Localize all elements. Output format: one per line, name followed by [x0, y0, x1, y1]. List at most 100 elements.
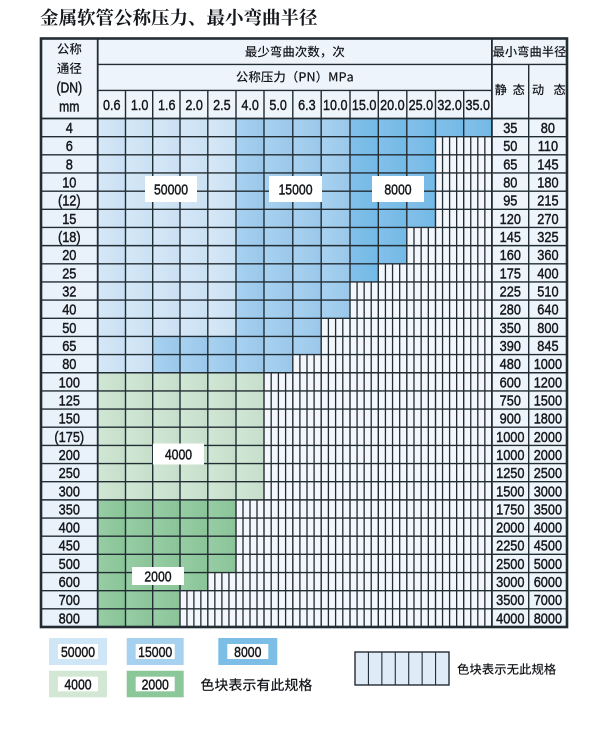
svg-text:2.0: 2.0 [185, 96, 203, 113]
svg-text:65: 65 [503, 155, 517, 172]
svg-text:(12): (12) [58, 192, 81, 209]
svg-text:8: 8 [66, 155, 73, 172]
svg-text:845: 845 [537, 337, 558, 354]
svg-text:25.0: 25.0 [409, 96, 434, 113]
svg-text:1000: 1000 [534, 355, 563, 372]
svg-text:4000: 4000 [64, 676, 91, 692]
svg-text:8000: 8000 [384, 181, 411, 197]
svg-text:640: 640 [537, 301, 558, 318]
svg-text:4000: 4000 [534, 519, 563, 536]
svg-text:6000: 6000 [534, 573, 563, 590]
svg-text:1500: 1500 [496, 482, 525, 499]
svg-text:4.0: 4.0 [241, 96, 259, 113]
svg-text:750: 750 [500, 391, 521, 408]
svg-text:250: 250 [59, 464, 80, 481]
svg-text:15: 15 [62, 210, 76, 227]
svg-text:600: 600 [500, 373, 521, 390]
svg-text:5.0: 5.0 [269, 96, 287, 113]
svg-text:32.0: 32.0 [437, 96, 462, 113]
svg-text:120: 120 [500, 210, 521, 227]
svg-text:125: 125 [59, 391, 80, 408]
svg-text:50000: 50000 [61, 644, 95, 660]
svg-text:3500: 3500 [496, 591, 525, 608]
svg-text:400: 400 [59, 519, 80, 536]
svg-text:15000: 15000 [138, 644, 172, 660]
svg-text:350: 350 [500, 319, 521, 336]
svg-text:35: 35 [503, 119, 517, 136]
svg-text:(18): (18) [58, 228, 81, 245]
svg-text:1750: 1750 [496, 500, 525, 517]
svg-text:390: 390 [500, 337, 521, 354]
svg-text:20.0: 20.0 [380, 96, 405, 113]
svg-text:1250: 1250 [496, 464, 525, 481]
svg-text:50000: 50000 [154, 181, 188, 197]
svg-text:180: 180 [537, 173, 558, 190]
svg-text:110: 110 [538, 137, 559, 154]
svg-text:145: 145 [537, 155, 558, 172]
svg-text:6: 6 [66, 137, 73, 154]
svg-text:50: 50 [503, 137, 517, 154]
svg-text:215: 215 [537, 192, 558, 209]
svg-text:(175): (175) [54, 428, 84, 445]
svg-text:700: 700 [59, 591, 80, 608]
svg-text:500: 500 [59, 555, 80, 572]
svg-text:5000: 5000 [534, 555, 563, 572]
svg-text:800: 800 [59, 609, 80, 626]
svg-text:2000: 2000 [534, 428, 563, 445]
svg-text:4000: 4000 [496, 609, 525, 626]
svg-text:10: 10 [62, 173, 76, 190]
svg-text:80: 80 [541, 119, 555, 136]
svg-text:1500: 1500 [534, 391, 563, 408]
svg-text:2000: 2000 [496, 519, 525, 536]
svg-text:225: 225 [500, 282, 521, 299]
svg-text:160: 160 [500, 246, 521, 263]
svg-text:35.0: 35.0 [466, 96, 491, 113]
svg-text:200: 200 [59, 446, 80, 463]
svg-text:2000: 2000 [144, 568, 171, 584]
svg-text:65: 65 [62, 337, 76, 354]
svg-text:15000: 15000 [278, 181, 312, 197]
svg-text:95: 95 [503, 192, 517, 209]
svg-text:50: 50 [62, 319, 76, 336]
svg-text:1000: 1000 [496, 428, 525, 445]
svg-text:8000: 8000 [234, 644, 261, 660]
svg-text:3500: 3500 [534, 500, 563, 517]
svg-text:270: 270 [537, 210, 558, 227]
svg-text:145: 145 [500, 228, 521, 245]
svg-text:1.6: 1.6 [158, 96, 176, 113]
svg-text:(DN): (DN) [56, 80, 82, 96]
svg-text:150: 150 [59, 410, 80, 427]
svg-text:600: 600 [59, 573, 80, 590]
svg-text:2500: 2500 [534, 464, 563, 481]
svg-text:175: 175 [500, 264, 521, 281]
svg-text:32: 32 [62, 282, 76, 299]
svg-text:2000: 2000 [534, 446, 563, 463]
svg-text:3000: 3000 [534, 482, 563, 499]
svg-text:25: 25 [62, 264, 76, 281]
svg-text:0.6: 0.6 [103, 96, 121, 113]
svg-text:900: 900 [500, 410, 521, 427]
svg-text:480: 480 [500, 355, 521, 372]
svg-text:800: 800 [537, 319, 558, 336]
svg-text:80: 80 [62, 355, 76, 372]
svg-text:10.0: 10.0 [323, 96, 348, 113]
svg-text:4000: 4000 [165, 446, 192, 462]
svg-text:1.0: 1.0 [131, 96, 149, 113]
svg-text:1000: 1000 [496, 446, 525, 463]
svg-text:80: 80 [503, 173, 517, 190]
svg-text:510: 510 [537, 282, 558, 299]
svg-text:20: 20 [62, 246, 76, 263]
svg-text:4500: 4500 [534, 537, 563, 554]
svg-text:350: 350 [59, 500, 80, 517]
svg-text:40: 40 [62, 301, 76, 318]
svg-text:mm: mm [59, 99, 79, 115]
svg-text:2.5: 2.5 [213, 96, 231, 113]
svg-text:400: 400 [537, 264, 558, 281]
svg-text:8000: 8000 [534, 609, 563, 626]
svg-text:450: 450 [59, 537, 80, 554]
svg-text:2500: 2500 [496, 555, 525, 572]
svg-text:2000: 2000 [142, 676, 169, 692]
svg-text:325: 325 [537, 228, 558, 245]
svg-text:280: 280 [500, 301, 521, 318]
svg-text:300: 300 [59, 482, 80, 499]
